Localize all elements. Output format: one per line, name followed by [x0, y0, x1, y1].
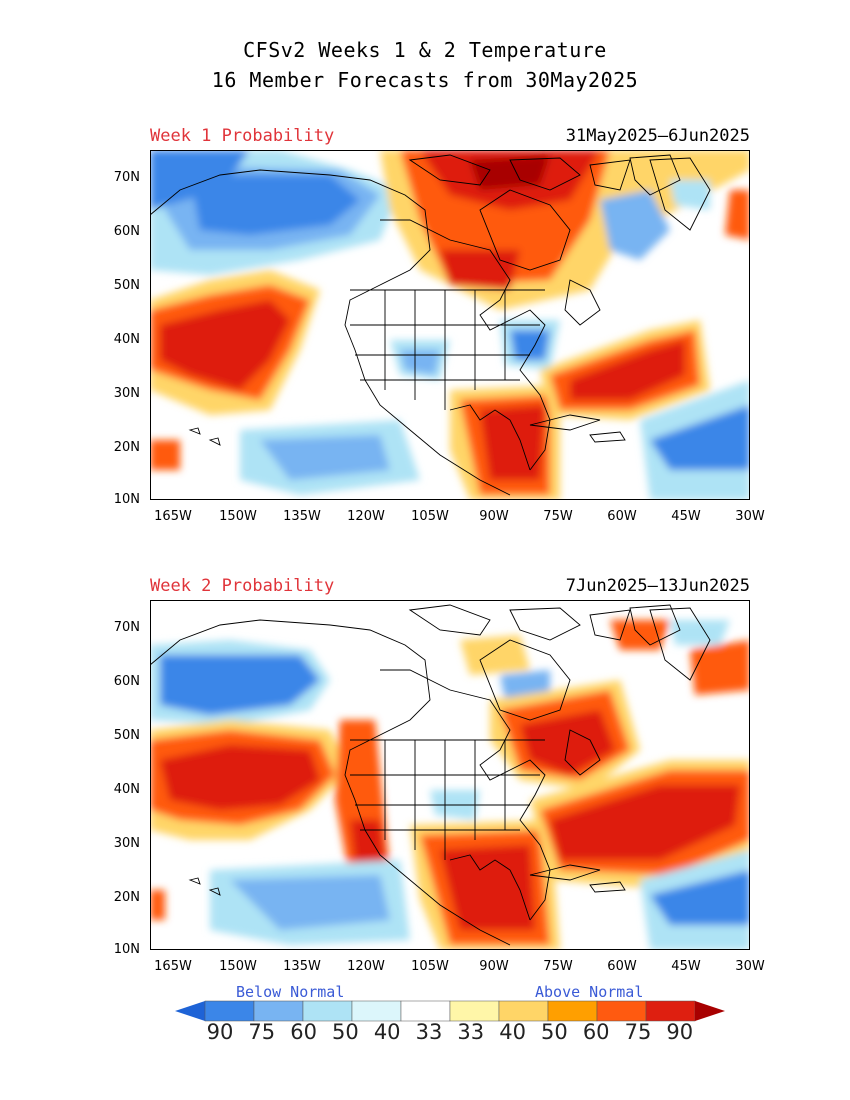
- legend-value: 90: [666, 1020, 694, 1044]
- legend-value: 90: [206, 1020, 234, 1044]
- lat-tick: 20N: [113, 890, 140, 905]
- lon-tick: 135W: [283, 959, 321, 974]
- legend-swatch: [302, 1000, 353, 1022]
- lon-tick: 30W: [735, 509, 765, 524]
- lat-tick: 40N: [113, 332, 140, 347]
- chart-title: CFSv2 Weeks 1 & 2 Temperature: [243, 38, 607, 62]
- lat-tick: 10N: [113, 492, 140, 507]
- lat-tick: 70N: [113, 620, 140, 635]
- legend-swatch: [498, 1000, 549, 1022]
- lat-tick: 30N: [113, 836, 140, 851]
- legend-swatch: [400, 1000, 451, 1022]
- week1-label: Week 1 Probability: [150, 126, 335, 146]
- lon-tick: 60W: [607, 509, 637, 524]
- lon-tick: 30W: [735, 959, 765, 974]
- legend-value: 60: [290, 1020, 317, 1044]
- lon-tick: 165W: [154, 959, 192, 974]
- lat-tick: 60N: [113, 224, 140, 239]
- lon-tick: 105W: [411, 509, 449, 524]
- legend-swatch: [351, 1000, 402, 1022]
- week1-dates: 31May2025—6Jun2025: [565, 126, 750, 146]
- legend-swatch: [449, 1000, 500, 1022]
- lat-tick: 30N: [113, 386, 140, 401]
- legend-swatch: [204, 1000, 255, 1022]
- chart-subtitle: 16 Member Forecasts from 30May2025: [211, 68, 639, 92]
- lat-tick: 50N: [113, 278, 140, 293]
- legend-swatch: [253, 1000, 304, 1022]
- lon-tick: 45W: [671, 959, 701, 974]
- color-scale-bar: [175, 1000, 725, 1022]
- week2-dates: 7Jun2025—13Jun2025: [565, 576, 750, 596]
- legend-swatch: [695, 1001, 725, 1021]
- legend-below-label: Below Normal: [236, 983, 345, 1001]
- lat-tick: 70N: [113, 170, 140, 185]
- legend-value: 33: [457, 1020, 485, 1044]
- lon-tick: 45W: [671, 509, 701, 524]
- legend-swatch: [596, 1000, 647, 1022]
- lat-tick: 10N: [113, 942, 140, 957]
- lon-tick: 120W: [347, 959, 385, 974]
- lon-tick: 150W: [219, 509, 257, 524]
- week2-map: [150, 600, 750, 950]
- legend-value: 33: [415, 1020, 443, 1044]
- week1-map: [150, 150, 750, 500]
- lat-tick: 40N: [113, 782, 140, 797]
- lon-tick: 150W: [219, 959, 257, 974]
- lon-tick: 90W: [479, 509, 509, 524]
- lat-tick: 20N: [113, 440, 140, 455]
- legend-value: 50: [332, 1020, 359, 1044]
- lat-tick: 50N: [113, 728, 140, 743]
- legend-swatch: [547, 1000, 598, 1022]
- legend-value: 60: [582, 1020, 610, 1044]
- legend-value: 40: [373, 1020, 401, 1044]
- week2-label: Week 2 Probability: [150, 576, 335, 596]
- lon-tick: 90W: [479, 959, 509, 974]
- legend-above-label: Above Normal: [535, 983, 644, 1001]
- lon-tick: 165W: [154, 509, 192, 524]
- lon-tick: 60W: [607, 959, 637, 974]
- lon-tick: 75W: [543, 509, 573, 524]
- lon-tick: 105W: [411, 959, 449, 974]
- legend-value: 50: [541, 1020, 568, 1044]
- legend-value: 75: [248, 1020, 276, 1044]
- legend-value: 75: [624, 1020, 652, 1044]
- lon-tick: 120W: [347, 509, 385, 524]
- legend-swatch: [175, 1001, 205, 1021]
- lon-tick: 75W: [543, 959, 573, 974]
- legend-swatch: [645, 1000, 696, 1022]
- lon-tick: 135W: [283, 509, 321, 524]
- legend-value: 40: [499, 1020, 526, 1044]
- lat-tick: 60N: [113, 674, 140, 689]
